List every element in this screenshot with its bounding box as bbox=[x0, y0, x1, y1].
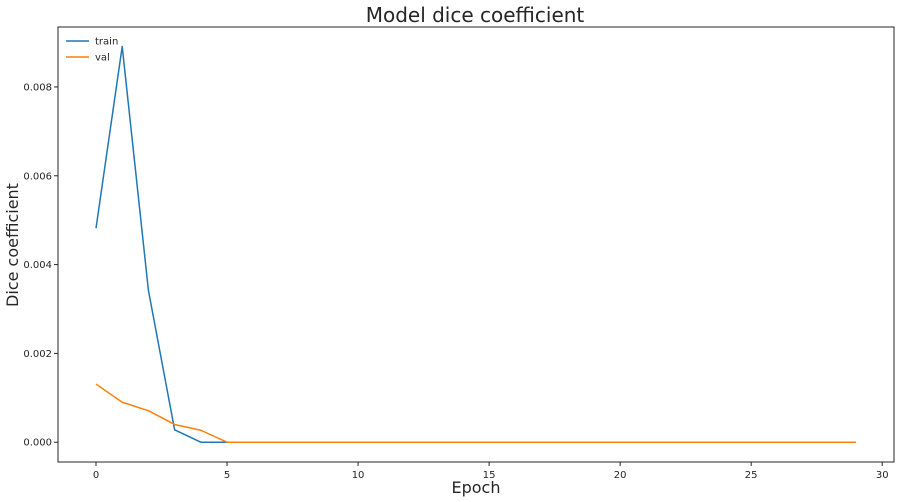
y-axis: 0.000 0.002 0.004 0.006 0.008 bbox=[23, 82, 58, 448]
x-tick-label: 0 bbox=[93, 470, 99, 481]
x-tick-label: 25 bbox=[745, 470, 758, 481]
y-tick-label: 0.008 bbox=[23, 82, 52, 93]
x-tick-label: 5 bbox=[224, 470, 230, 481]
x-tick-label: 20 bbox=[614, 470, 627, 481]
x-tick-label: 10 bbox=[352, 470, 365, 481]
legend-label-train: train bbox=[95, 37, 118, 48]
x-axis-label: Epoch bbox=[452, 478, 501, 497]
y-tick-label: 0.006 bbox=[23, 171, 52, 182]
y-tick-label: 0.002 bbox=[23, 349, 52, 360]
series-line-val bbox=[96, 384, 856, 442]
legend: train val bbox=[66, 37, 118, 64]
legend-label-val: val bbox=[95, 53, 110, 64]
chart-title: Model dice coefficient bbox=[366, 3, 585, 27]
plot-area bbox=[96, 47, 856, 443]
y-axis-label: Dice coefficient bbox=[3, 183, 22, 307]
y-tick-label: 0.000 bbox=[23, 438, 52, 449]
series-line-train bbox=[96, 47, 856, 443]
y-tick-label: 0.004 bbox=[23, 260, 52, 271]
axes-frame bbox=[58, 27, 894, 462]
x-tick-label: 30 bbox=[876, 470, 889, 481]
